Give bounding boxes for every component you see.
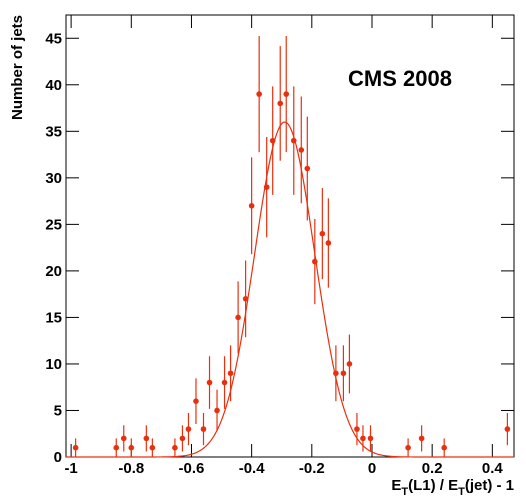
x-tick-label: -0.2	[299, 460, 325, 477]
y-tick-label: 45	[45, 30, 62, 47]
data-point	[179, 435, 186, 442]
data-point	[206, 379, 213, 386]
data-point	[242, 296, 249, 302]
data-point	[319, 230, 326, 237]
data-point	[221, 379, 228, 386]
data-point	[120, 435, 127, 442]
data-point	[185, 426, 192, 432]
data-point	[277, 100, 284, 107]
y-tick-label: 15	[45, 309, 62, 326]
data-point	[235, 314, 241, 321]
y-tick-label: 40	[45, 77, 62, 94]
y-tick-label: 30	[45, 170, 62, 187]
x-axis-label-part: (L1) / E	[408, 477, 458, 494]
data-point	[405, 444, 411, 451]
data-point	[256, 91, 262, 97]
data-point	[200, 426, 207, 432]
data-point	[304, 165, 311, 172]
data-point	[193, 398, 199, 404]
y-tick-label: 20	[45, 263, 62, 280]
data-point	[113, 444, 120, 451]
data-point	[227, 370, 234, 377]
y-tick-label: 10	[45, 356, 62, 373]
x-axis-label-part: T	[458, 486, 465, 498]
data-point	[72, 444, 79, 451]
x-axis-label: ET(L1) / ET(jet) - 1	[391, 477, 514, 498]
data-point	[248, 202, 255, 209]
y-tick-label: 5	[54, 402, 62, 419]
x-tick-label: 0.2	[422, 460, 443, 477]
data-point	[367, 435, 374, 442]
y-tick-label: 25	[45, 216, 62, 233]
data-point	[283, 91, 290, 97]
data-point	[149, 444, 156, 451]
data-point	[504, 426, 511, 432]
x-tick-label: -0.6	[179, 460, 205, 477]
data-point	[128, 444, 135, 451]
x-tick-label: -0.8	[118, 460, 144, 477]
data-point	[346, 361, 353, 367]
data-point	[354, 426, 360, 432]
data-point	[214, 407, 220, 414]
data-point	[143, 435, 150, 442]
y-tick-label: 0	[54, 449, 62, 466]
plot-frame	[65, 14, 515, 458]
x-tick-label: 0.4	[482, 460, 504, 477]
x-tick-label: 0	[368, 460, 376, 477]
data-point	[340, 370, 347, 377]
y-axis-label: Number of jets	[9, 15, 26, 120]
data-point	[172, 444, 178, 451]
x-axis-label-part: (jet) - 1	[465, 477, 514, 494]
y-tick-label: 35	[45, 123, 62, 140]
x-axis-label-part: T	[401, 486, 408, 498]
data-point	[298, 147, 305, 153]
x-tick-label: -1	[64, 460, 77, 477]
data-point	[325, 240, 332, 246]
data-point	[418, 435, 425, 442]
fit-curve	[66, 121, 514, 458]
data-point	[360, 435, 366, 442]
x-tick-label: -0.4	[239, 460, 266, 477]
annotation: CMS 2008	[348, 66, 452, 91]
data-point	[441, 444, 447, 451]
x-axis-label-part: E	[391, 477, 401, 494]
